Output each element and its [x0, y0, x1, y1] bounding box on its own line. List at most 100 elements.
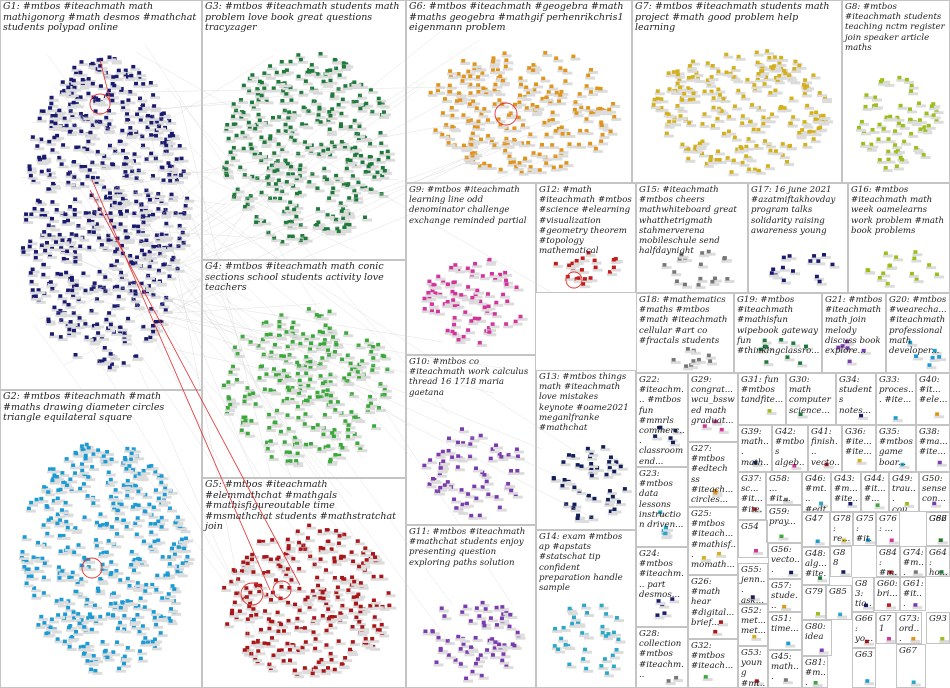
vertex[interactable] [111, 162, 116, 167]
vertex[interactable] [29, 212, 34, 216]
vertex[interactable] [277, 115, 282, 119]
vertex[interactable] [76, 612, 81, 616]
vertex[interactable] [267, 662, 272, 667]
vertex[interactable] [348, 361, 353, 366]
vertex[interactable] [460, 79, 465, 83]
vertex[interactable] [221, 383, 226, 388]
vertex[interactable] [291, 320, 296, 325]
vertex[interactable] [468, 91, 473, 95]
vertex[interactable] [747, 167, 752, 171]
vertex[interactable] [459, 293, 464, 297]
vertex[interactable] [110, 525, 115, 529]
vertex[interactable] [731, 158, 736, 163]
vertex[interactable] [558, 164, 563, 169]
vertex[interactable] [455, 465, 460, 469]
vertex[interactable] [305, 399, 310, 403]
vertex[interactable] [113, 488, 118, 492]
vertex[interactable] [81, 482, 86, 486]
vertex[interactable] [459, 427, 464, 431]
vertex[interactable] [295, 441, 300, 445]
vertex[interactable] [41, 272, 46, 277]
vertex[interactable] [315, 390, 320, 395]
vertex[interactable] [466, 119, 471, 123]
vertex[interactable] [336, 639, 341, 643]
vertex[interactable] [446, 436, 451, 441]
vertex[interactable] [231, 122, 236, 126]
vertex[interactable] [241, 110, 246, 115]
vertex[interactable] [485, 118, 490, 122]
vertex[interactable] [135, 255, 140, 259]
vertex[interactable] [304, 354, 309, 359]
vertex[interactable] [268, 557, 273, 562]
vertex[interactable] [231, 156, 236, 160]
vertex[interactable] [71, 100, 76, 105]
vertex[interactable] [878, 79, 883, 84]
vertex[interactable] [345, 353, 350, 357]
vertex[interactable] [97, 359, 102, 363]
vertex[interactable] [445, 480, 450, 484]
vertex[interactable] [134, 354, 139, 358]
vertex[interactable] [144, 582, 149, 587]
vertex[interactable] [290, 340, 295, 344]
vertex[interactable] [77, 621, 82, 626]
vertex[interactable] [285, 537, 290, 542]
vertex[interactable] [586, 73, 591, 78]
vertex[interactable] [254, 220, 259, 224]
vertex[interactable] [241, 415, 246, 420]
vertex[interactable] [262, 641, 267, 645]
vertex[interactable] [129, 73, 134, 78]
vertex[interactable] [65, 249, 70, 254]
vertex[interactable] [76, 543, 81, 547]
vertex[interactable] [484, 479, 489, 484]
vertex[interactable] [372, 615, 377, 619]
vertex[interactable] [42, 575, 47, 580]
vertex[interactable] [338, 611, 343, 615]
vertex[interactable] [185, 196, 190, 201]
vertex[interactable] [244, 555, 249, 560]
vertex[interactable] [292, 207, 297, 212]
vertex[interactable] [166, 161, 171, 165]
vertex[interactable] [114, 259, 119, 263]
vertex[interactable] [468, 74, 473, 78]
vertex[interactable] [24, 581, 29, 585]
vertex[interactable] [339, 139, 344, 144]
vertex[interactable] [262, 387, 267, 391]
vertex[interactable] [58, 335, 63, 339]
vertex[interactable] [152, 104, 157, 108]
vertex[interactable] [360, 160, 365, 164]
vertex[interactable] [765, 49, 770, 53]
vertex[interactable] [24, 218, 29, 222]
vertex[interactable] [146, 273, 151, 278]
vertex[interactable] [307, 70, 312, 74]
vertex[interactable] [165, 573, 170, 577]
vertex[interactable] [386, 155, 391, 160]
vertex[interactable] [541, 76, 546, 81]
vertex[interactable] [286, 600, 291, 605]
vertex[interactable] [917, 101, 922, 105]
vertex[interactable] [174, 157, 179, 161]
vertex[interactable] [270, 590, 275, 595]
vertex[interactable] [81, 652, 86, 656]
vertex[interactable] [448, 69, 453, 73]
vertex[interactable] [279, 59, 284, 64]
vertex[interactable] [51, 181, 56, 186]
vertex[interactable] [504, 278, 509, 283]
vertex[interactable] [756, 127, 761, 132]
vertex[interactable] [318, 596, 323, 600]
vertex[interactable] [704, 161, 709, 166]
vertex[interactable] [139, 248, 144, 253]
vertex[interactable] [909, 89, 914, 93]
vertex[interactable] [70, 570, 75, 575]
vertex[interactable] [311, 99, 316, 103]
vertex[interactable] [27, 244, 32, 249]
vertex[interactable] [298, 223, 303, 227]
vertex[interactable] [382, 354, 387, 359]
vertex[interactable] [321, 669, 326, 673]
vertex[interactable] [456, 91, 461, 95]
vertex[interactable] [334, 342, 339, 347]
vertex[interactable] [234, 377, 239, 382]
vertex[interactable] [121, 518, 126, 522]
vertex[interactable] [446, 448, 451, 453]
vertex[interactable] [316, 583, 321, 588]
vertex[interactable] [357, 564, 362, 569]
